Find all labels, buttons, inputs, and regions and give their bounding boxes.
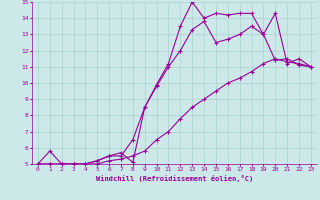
X-axis label: Windchill (Refroidissement éolien,°C): Windchill (Refroidissement éolien,°C): [96, 175, 253, 182]
